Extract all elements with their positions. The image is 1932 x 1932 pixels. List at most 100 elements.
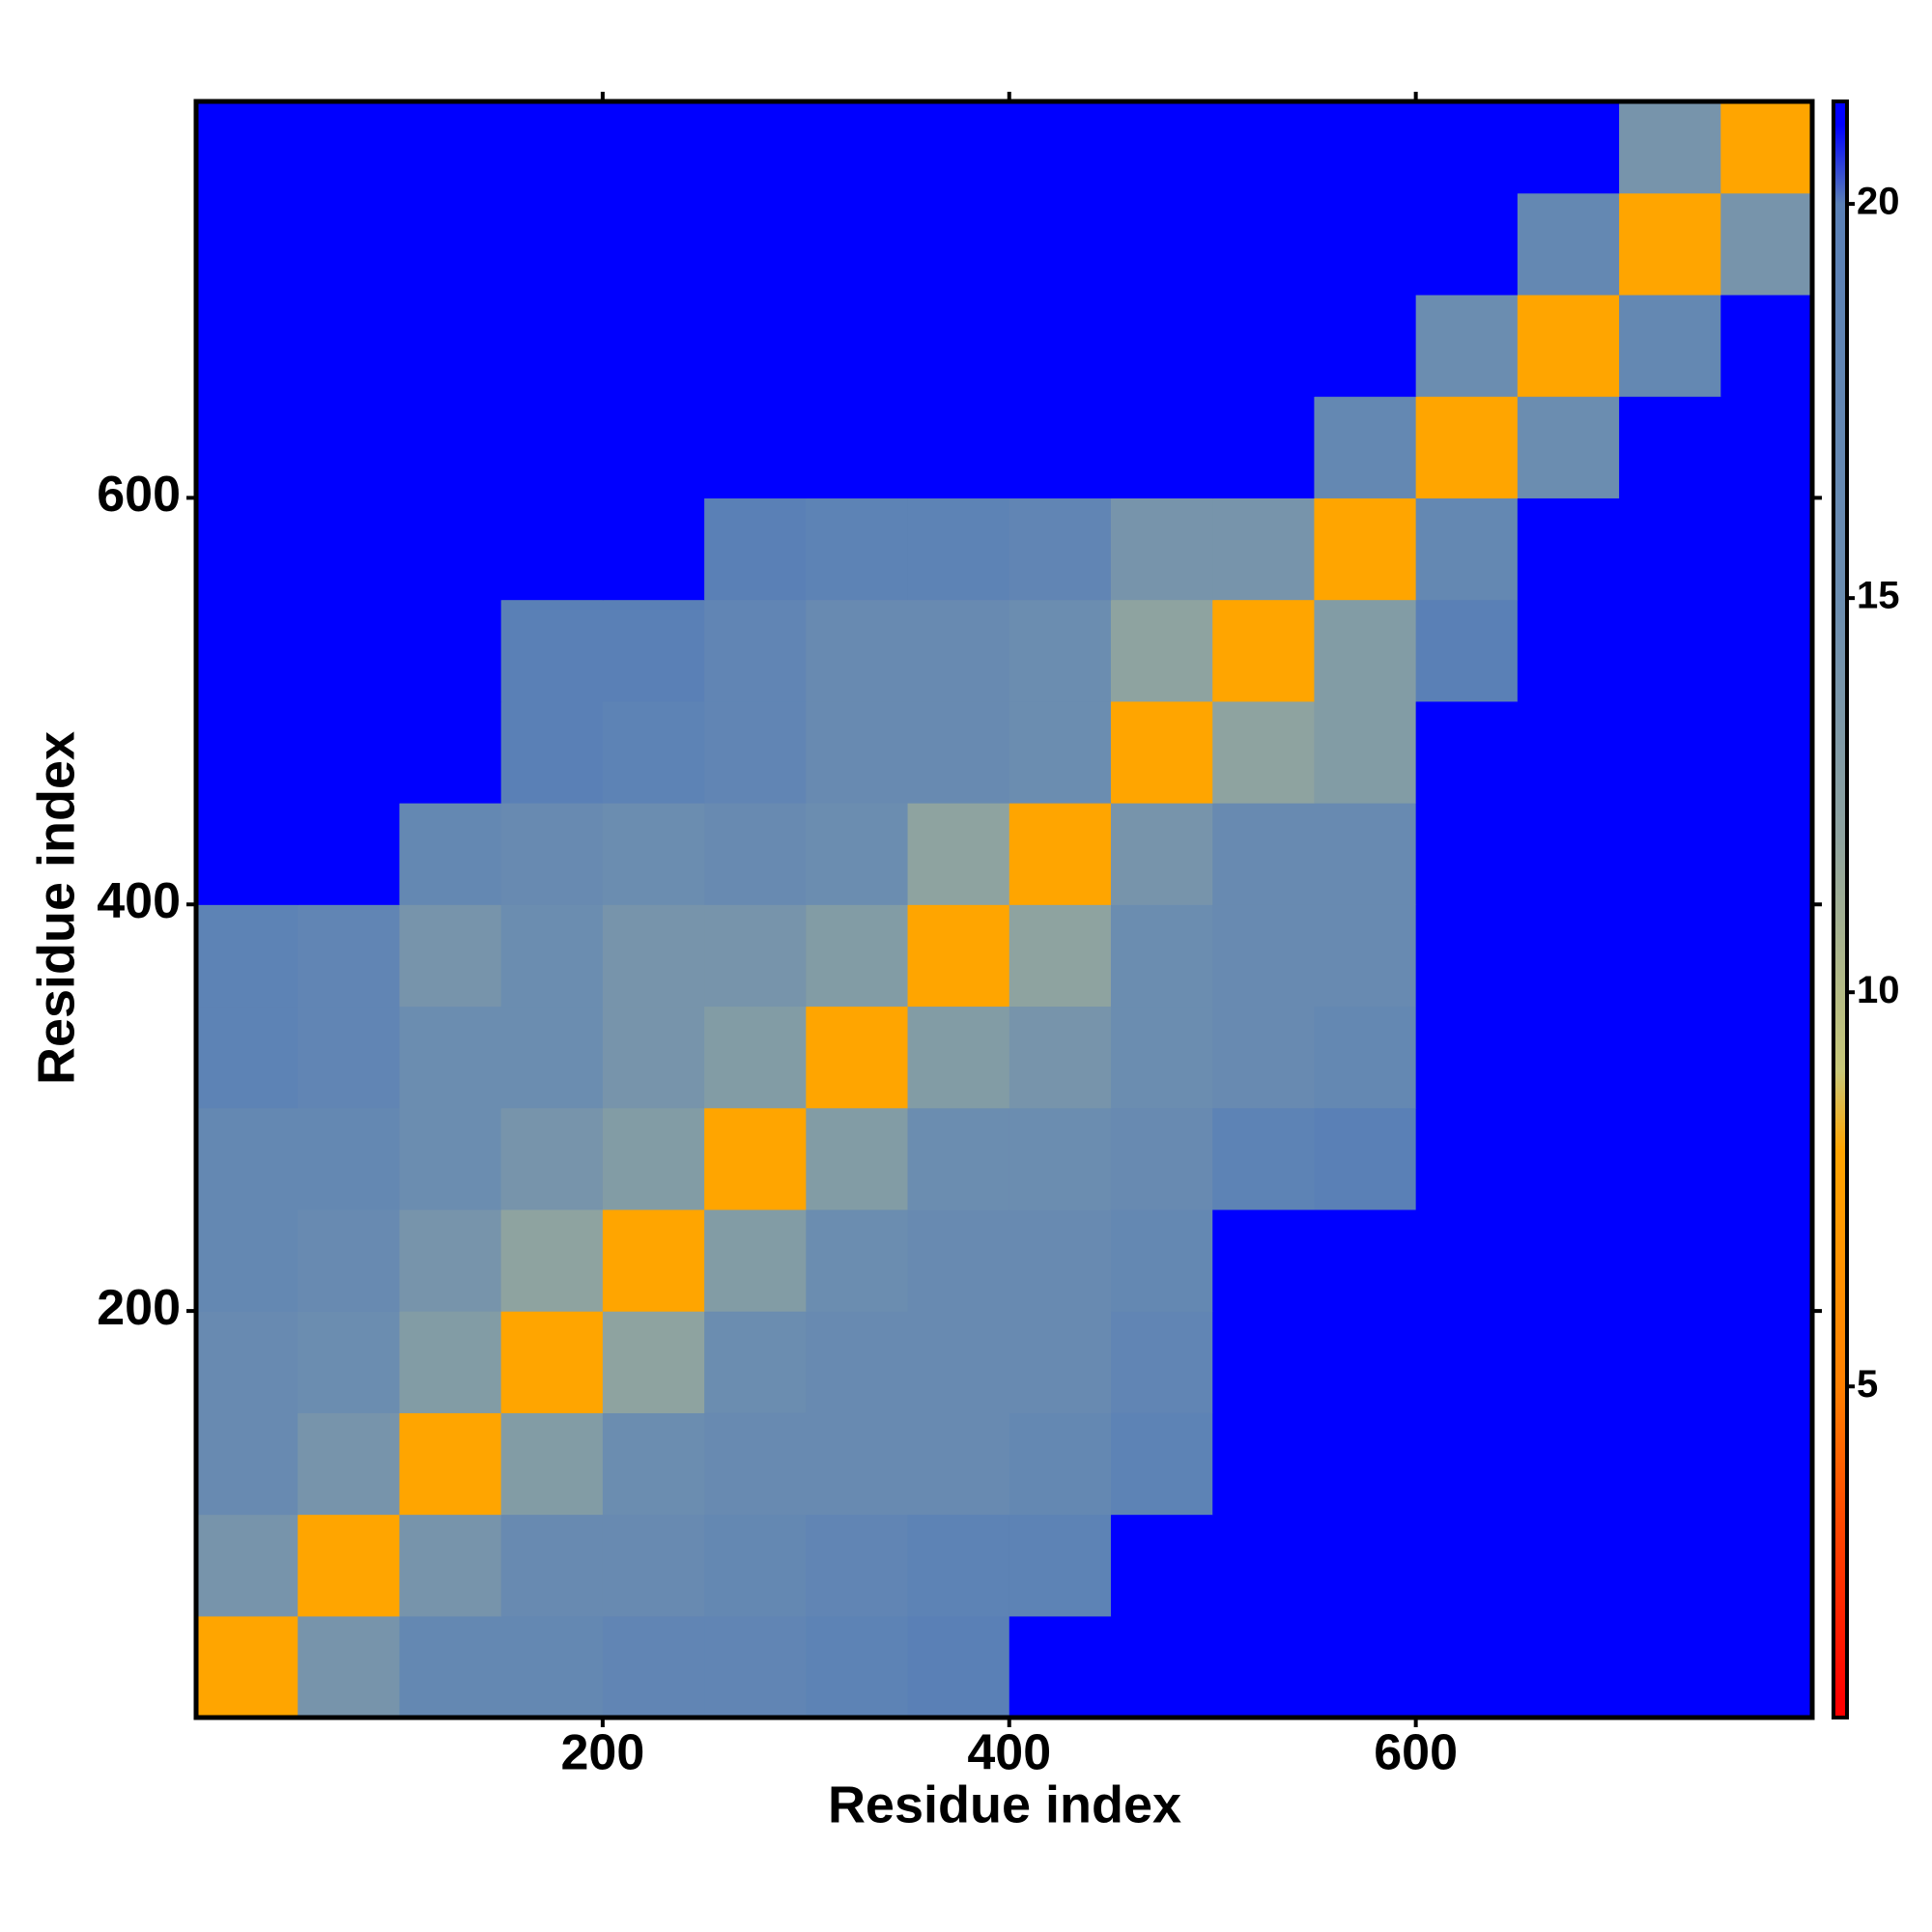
x-tick-label: 200 (560, 1725, 644, 1781)
heatmap-cell (806, 904, 909, 1008)
heatmap-cell (806, 1006, 909, 1109)
heatmap-cell (500, 904, 604, 1008)
heatmap-cell (1517, 1107, 1620, 1210)
heatmap-cell (399, 1208, 502, 1312)
heatmap-cell (1720, 192, 1812, 296)
heatmap-cell (1517, 101, 1620, 194)
heatmap-cell (399, 803, 502, 905)
heatmap-cell (1720, 396, 1812, 498)
heatmap-cell (1212, 1514, 1316, 1617)
heatmap-cell (907, 294, 1010, 397)
heatmap-cell (1517, 1006, 1620, 1109)
heatmap-cell (399, 1514, 502, 1617)
heatmap-cell (298, 1412, 401, 1516)
heatmap-cell (196, 396, 298, 498)
heatmap-cell (1212, 1006, 1316, 1109)
heatmap-cell (1619, 497, 1721, 601)
heatmap-cell (602, 192, 705, 296)
heatmap-cell (399, 700, 502, 804)
heatmap-cell (500, 396, 604, 498)
heatmap-cell (806, 1107, 909, 1210)
heatmap-cell (1517, 1412, 1620, 1516)
heatmap-cell (298, 803, 401, 905)
heatmap-cell (399, 1006, 502, 1109)
heatmap-cell (500, 1514, 604, 1617)
heatmap-cell (500, 1615, 604, 1718)
heatmap-cell (1009, 101, 1112, 194)
heatmap-cell (196, 101, 298, 194)
heatmap-cell (298, 192, 401, 296)
heatmap-cell (1110, 192, 1213, 296)
y-axis-title: Residue index (27, 731, 85, 1085)
heatmap-cell (399, 599, 502, 702)
colorbar-tick-label: 20 (1857, 181, 1900, 223)
heatmap-cell (1212, 497, 1316, 601)
heatmap-cell (1009, 1514, 1112, 1617)
heatmap-cell (1110, 1615, 1213, 1718)
heatmap-cell (806, 396, 909, 498)
heatmap-cell (1415, 904, 1519, 1008)
heatmap-cell (500, 1107, 604, 1210)
heatmap-cell (298, 1514, 401, 1617)
heatmap-cell (704, 1412, 807, 1516)
heatmap-cell (907, 700, 1010, 804)
heatmap-cell (602, 1107, 705, 1210)
heatmap-cell (1110, 396, 1213, 498)
heatmap-cell (704, 1311, 807, 1413)
y-tick-label: 400 (97, 873, 181, 929)
heatmap-cell (1110, 101, 1213, 194)
heatmap-cell (196, 1514, 298, 1617)
heatmap-cell (1720, 1107, 1812, 1210)
heatmap-cell (196, 1412, 298, 1516)
heatmap-cell (1517, 1615, 1620, 1718)
heatmap-cell (196, 192, 298, 296)
heatmap-cell (298, 599, 401, 702)
heatmap-cell (1314, 700, 1417, 804)
heatmap-cell (1212, 1412, 1316, 1516)
heatmap-cell (298, 1311, 401, 1413)
heatmap-cell (1110, 294, 1213, 397)
heatmap-cell (1314, 1311, 1417, 1413)
heatmap-cell (806, 803, 909, 905)
heatmap-cell (1619, 192, 1721, 296)
heatmap-cell (1415, 1208, 1519, 1312)
heatmap-cell (500, 1006, 604, 1109)
heatmap-cell (1619, 396, 1721, 498)
heatmap-cell (1212, 1311, 1316, 1413)
heatmap-cell (1212, 1107, 1316, 1210)
heatmap-cell (1415, 599, 1519, 702)
heatmap-cell (298, 1107, 401, 1210)
heatmap-cell (1009, 294, 1112, 397)
x-tick-label: 400 (967, 1725, 1051, 1781)
heatmap-cell (1009, 192, 1112, 296)
heatmap-cell (1619, 1615, 1721, 1718)
heatmap-cell (1517, 497, 1620, 601)
heatmap-cell (1619, 700, 1721, 804)
heatmap-cell (1619, 1514, 1721, 1617)
heatmap-cell (907, 1208, 1010, 1312)
heatmap-cell (1110, 1208, 1213, 1312)
heatmap-cell (1415, 1006, 1519, 1109)
heatmap-cell (907, 1514, 1010, 1617)
heatmap-cell (196, 1311, 298, 1413)
heatmap-cell (1619, 1208, 1721, 1312)
heatmap-cell (806, 192, 909, 296)
heatmap-cell (1009, 1311, 1112, 1413)
heatmap-cell (704, 1006, 807, 1109)
heatmap-cell (1517, 599, 1620, 702)
heatmap-cell (1720, 904, 1812, 1008)
heatmap-cell (907, 1006, 1010, 1109)
heatmap-cell (1619, 1006, 1721, 1109)
heatmap-cell (399, 192, 502, 296)
heatmap-cell (1314, 1107, 1417, 1210)
heatmap-cell (1212, 803, 1316, 905)
heatmap-cell (602, 1006, 705, 1109)
heatmap-cell (907, 599, 1010, 702)
heatmap-cell (704, 1107, 807, 1210)
heatmap-cell (196, 599, 298, 702)
heatmap-cell (1314, 101, 1417, 194)
heatmap-cell (1212, 396, 1316, 498)
heatmap-cell (500, 700, 604, 804)
heatmap-cell (602, 396, 705, 498)
heatmap-cell (1212, 1208, 1316, 1312)
